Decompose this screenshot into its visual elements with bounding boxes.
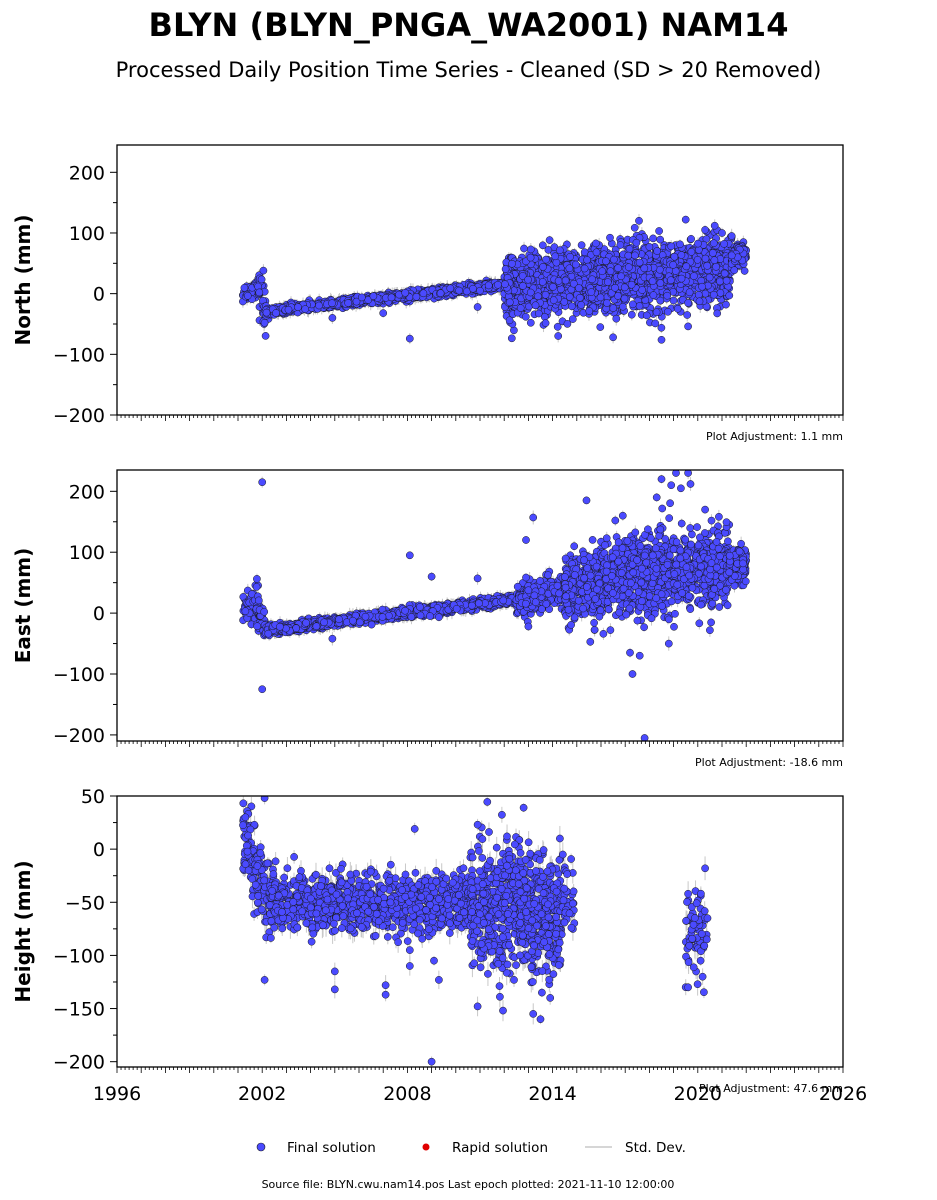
data-point (484, 281, 493, 290)
data-point (255, 288, 264, 297)
data-point (369, 292, 378, 300)
data-point (455, 286, 463, 295)
data-point (257, 275, 266, 284)
data-point (315, 301, 323, 310)
data-point (469, 284, 477, 293)
final-solution-points (239, 215, 750, 344)
data-point (357, 293, 366, 302)
data-point (262, 308, 271, 317)
data-point (476, 286, 484, 295)
data-point (387, 293, 396, 302)
data-point (272, 309, 280, 317)
data-point (507, 334, 516, 343)
data-point (243, 291, 252, 300)
data-point (328, 299, 336, 308)
data-point (344, 299, 353, 307)
data-point (419, 289, 428, 298)
chart-title: BLYN (BLYN_PNGA_WA2001) NAM14 (148, 6, 789, 44)
data-point (301, 305, 310, 313)
data-point (412, 292, 421, 301)
data-point (446, 284, 455, 293)
data-point (664, 307, 672, 316)
data-point (240, 283, 249, 292)
data-point (656, 235, 665, 244)
data-point (284, 305, 293, 314)
data-point (494, 280, 502, 289)
data-point (401, 288, 410, 297)
chart-subtitle: Processed Daily Position Time Series - C… (115, 58, 822, 82)
data-point (683, 311, 692, 319)
data-point (294, 303, 302, 311)
data-point (520, 244, 528, 253)
data-point (261, 332, 270, 340)
data-point (436, 289, 445, 298)
